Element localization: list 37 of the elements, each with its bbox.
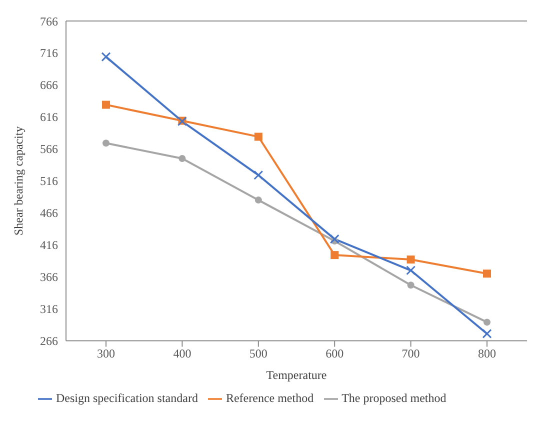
- point: [102, 100, 110, 109]
- y-tick-label: 666: [40, 78, 58, 92]
- y-tick-label: 366: [40, 270, 58, 284]
- legend-label: Design specification standard: [56, 390, 198, 405]
- y-tick-label: 416: [40, 238, 58, 252]
- legend-label: Reference method: [226, 390, 314, 405]
- y-tick-label: 566: [40, 142, 58, 156]
- point: [330, 234, 340, 244]
- point: [254, 196, 262, 204]
- y-tick-label: 266: [40, 334, 58, 348]
- x-tick-label: 600: [326, 346, 344, 360]
- x-tick-label: 700: [402, 346, 420, 360]
- x-tick-label: 300: [97, 346, 115, 360]
- point: [102, 140, 110, 147]
- y-tick-label: 716: [40, 46, 58, 60]
- point: [330, 251, 339, 260]
- point: [483, 270, 491, 278]
- legend-label: The proposed method: [342, 390, 446, 405]
- x-tick-label: 500: [249, 346, 268, 360]
- point: [178, 154, 186, 162]
- x-axis-title: Temperature: [266, 368, 327, 382]
- point: [406, 256, 415, 264]
- point: [101, 52, 111, 62]
- y-tick-label: 766: [40, 14, 58, 28]
- point: [482, 328, 492, 338]
- point: [254, 132, 262, 141]
- x-tick-label: 400: [173, 346, 192, 360]
- point: [406, 266, 416, 276]
- y-axis-title: Shear bearing capacity: [11, 126, 26, 236]
- y-tick-label: 616: [40, 110, 58, 124]
- y-tick-label: 466: [40, 206, 58, 220]
- x-tick-label: 800: [478, 346, 496, 360]
- y-tick-label: 316: [40, 302, 58, 316]
- y-tick-label: 516: [40, 174, 58, 188]
- point: [484, 318, 490, 326]
- point: [407, 282, 414, 289]
- point: [254, 170, 264, 180]
